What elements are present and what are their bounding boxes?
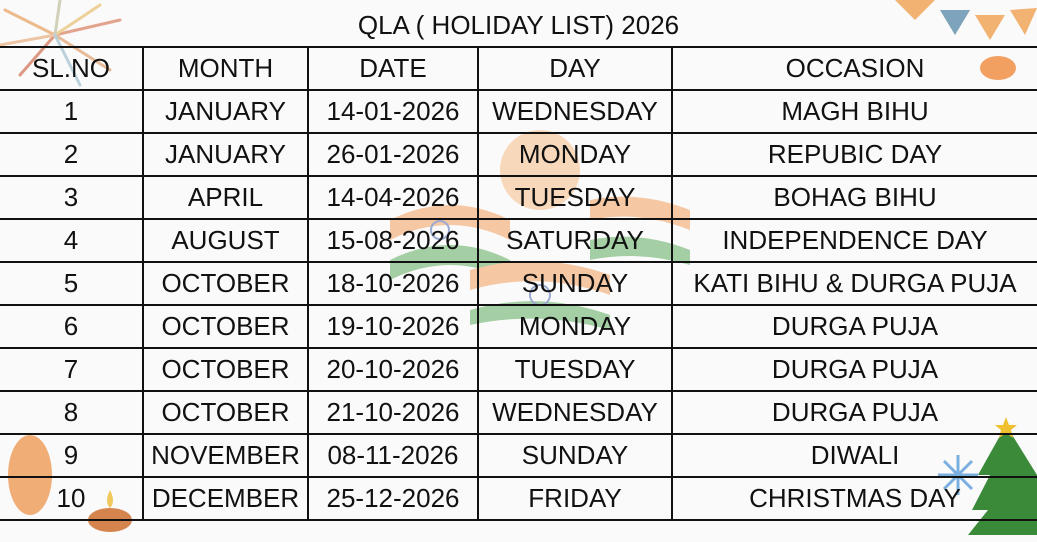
cell-occasion: REPUBIC DAY <box>671 132 1037 177</box>
table-row: 6 OCTOBER 19-10-2026 MONDAY DURGA PUJA <box>0 304 1037 349</box>
cell-date: 26-01-2026 <box>307 132 479 177</box>
cell-occasion: DURGA PUJA <box>671 304 1037 349</box>
column-header-month: MONTH <box>142 46 309 91</box>
cell-month: APRIL <box>142 175 309 220</box>
table-row: 1 JANUARY 14-01-2026 WEDNESDAY MAGH BIHU <box>0 89 1037 134</box>
cell-day: SUNDAY <box>477 433 673 478</box>
cell-month: NOVEMBER <box>142 433 309 478</box>
table-row: 2 JANUARY 26-01-2026 MONDAY REPUBIC DAY <box>0 132 1037 177</box>
cell-slno: 2 <box>0 132 144 177</box>
cell-day: MONDAY <box>477 132 673 177</box>
cell-slno: 5 <box>0 261 144 306</box>
cell-month: OCTOBER <box>142 261 309 306</box>
cell-month: OCTOBER <box>142 347 309 392</box>
cell-slno: 3 <box>0 175 144 220</box>
cell-slno: 1 <box>0 89 144 134</box>
cell-occasion: BOHAG BIHU <box>671 175 1037 220</box>
cell-month: DECEMBER <box>142 476 309 521</box>
cell-date: 20-10-2026 <box>307 347 479 392</box>
cell-day: WEDNESDAY <box>477 390 673 435</box>
cell-occasion: KATI BIHU & DURGA PUJA <box>671 261 1037 306</box>
cell-day: TUESDAY <box>477 347 673 392</box>
page-title: QLA ( HOLIDAY LIST) 2026 <box>357 10 680 40</box>
holiday-table: SL.NO MONTH DATE DAY OCCASION 1 JANUARY 14-01-… <box>0 46 1037 521</box>
cell-date: 25-12-2026 <box>307 476 479 521</box>
column-header-occasion: OCCASION <box>671 46 1037 91</box>
cell-date: 14-01-2026 <box>307 89 479 134</box>
column-header-date: DATE <box>307 46 479 91</box>
cell-date: 14-04-2026 <box>307 175 479 220</box>
header-row: SL.NO MONTH DATE DAY OCCASION <box>0 46 1037 91</box>
cell-occasion: MAGH BIHU <box>671 89 1037 134</box>
cell-date: 18-10-2026 <box>307 261 479 306</box>
table-row: 5 OCTOBER 18-10-2026 SUNDAY KATI BIHU & DURG… <box>0 261 1037 306</box>
cell-date: 21-10-2026 <box>307 390 479 435</box>
table-row: 10 DECEMBER 25-12-2026 FRIDAY CHRISTMAS DAY <box>0 476 1037 521</box>
table-row: 9 NOVEMBER 08-11-2026 SUNDAY DIWALI <box>0 433 1037 478</box>
cell-day: TUESDAY <box>477 175 673 220</box>
table-row: 4 AUGUST 15-08-2026 SATURDAY INDEPENDENCE DA… <box>0 218 1037 263</box>
cell-occasion: DIWALI <box>671 433 1037 478</box>
table-row: 8 OCTOBER 21-10-2026 WEDNESDAY DURGA PUJA <box>0 390 1037 435</box>
cell-month: OCTOBER <box>142 390 309 435</box>
cell-day: SUNDAY <box>477 261 673 306</box>
column-header-slno: SL.NO <box>0 46 144 91</box>
cell-occasion: CHRISTMAS DAY <box>671 476 1037 521</box>
cell-slno: 10 <box>0 476 144 521</box>
cell-month: AUGUST <box>142 218 309 263</box>
cell-slno: 6 <box>0 304 144 349</box>
cell-date: 15-08-2026 <box>307 218 479 263</box>
cell-day: WEDNESDAY <box>477 89 673 134</box>
cell-day: FRIDAY <box>477 476 673 521</box>
cell-date: 08-11-2026 <box>307 433 479 478</box>
cell-slno: 9 <box>0 433 144 478</box>
table-row: 3 APRIL 14-04-2026 TUESDAY BOHAG BIHU <box>0 175 1037 220</box>
cell-date: 19-10-2026 <box>307 304 479 349</box>
cell-month: OCTOBER <box>142 304 309 349</box>
table-row: 7 OCTOBER 20-10-2026 TUESDAY DURGA PUJA <box>0 347 1037 392</box>
cell-month: JANUARY <box>142 132 309 177</box>
cell-slno: 8 <box>0 390 144 435</box>
cell-month: JANUARY <box>142 89 309 134</box>
column-header-day: DAY <box>477 46 673 91</box>
cell-occasion: DURGA PUJA <box>671 390 1037 435</box>
cell-day: SATURDAY <box>477 218 673 263</box>
cell-occasion: DURGA PUJA <box>671 347 1037 392</box>
cell-occasion: INDEPENDENCE DAY <box>671 218 1037 263</box>
cell-slno: 4 <box>0 218 144 263</box>
cell-day: MONDAY <box>477 304 673 349</box>
cell-slno: 7 <box>0 347 144 392</box>
